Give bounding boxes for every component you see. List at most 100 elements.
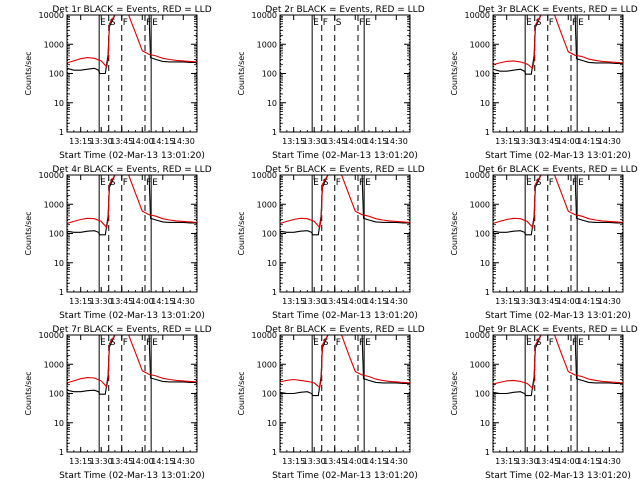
det7-flag-E: E (152, 338, 158, 348)
det2-frame (279, 14, 411, 133)
det3-xtick-label: 13:15 (495, 137, 518, 146)
det8-xtick-label: 13:30 (303, 457, 326, 466)
det9-ytick-label: 1000 (470, 360, 490, 369)
det1-ylabel: Counts/sec (24, 51, 33, 95)
det3-series-group (493, 15, 623, 75)
det4-flag-F: F (123, 178, 128, 188)
det2-flag-S: S (336, 18, 342, 28)
det7-flag-F: F (146, 338, 151, 348)
det6-lld-line (493, 175, 623, 229)
det9-frame (492, 334, 624, 453)
det7-xtick-label: 14:00 (131, 457, 154, 466)
det1-xlabel: Start Time (02-Mar-13 13:01:20) (59, 151, 205, 161)
det9-ytick-label: 1 (485, 448, 490, 457)
det3-ytick-label: 10 (480, 99, 490, 108)
det8-xtick-label: 14:30 (385, 457, 408, 466)
det7-series-group (67, 335, 197, 395)
det4-flag-E: E (100, 178, 106, 188)
det7-ytick-label: 1 (59, 448, 64, 457)
det6-xtick-label: 13:30 (516, 297, 539, 306)
det4-frame (66, 174, 198, 293)
det7-flag-F: F (123, 338, 128, 348)
det2-panel: Det 2r BLACK = Events, RED = LLD Counts/s… (237, 5, 425, 161)
det5-series-group (280, 175, 410, 236)
det3-flag-F: F (549, 18, 554, 28)
det7-lld-line (67, 335, 197, 388)
det6-flag-E: E (526, 178, 532, 188)
det9-flag-E: E (578, 338, 584, 348)
det4-xlabel: Start Time (02-Mar-13 13:01:20) (59, 311, 205, 321)
det5-xtick-label: 13:15 (282, 297, 305, 306)
det4-events-line (67, 175, 197, 236)
det6-xtick-label: 14:30 (598, 297, 621, 306)
det1-xtick-label: 13:15 (69, 137, 92, 146)
det6-title: Det 6r BLACK = Events, RED = LLD (478, 165, 637, 175)
det6-xtick-label: 14:15 (577, 297, 600, 306)
det1-ytick-label: 1000 (44, 40, 64, 49)
det8-flag-S: S (323, 338, 329, 348)
det4-xtick-label: 14:00 (131, 297, 154, 306)
det5-xtick-label: 14:15 (364, 297, 387, 306)
det1-xtick-label: 14:15 (151, 137, 174, 146)
det9-flag-S: S (536, 338, 542, 348)
det4-flag-S: S (110, 178, 116, 188)
det5-ytick-label: 1000 (257, 200, 277, 209)
det4-ytick-label: 100 (49, 230, 64, 239)
det1-xtick-label: 14:00 (131, 137, 154, 146)
det6-ytick-label: 1 (485, 288, 490, 297)
det8-flag-E: E (365, 338, 371, 348)
det5-ytick-label: 1 (272, 288, 277, 297)
det2-xtick-label: 13:30 (303, 137, 326, 146)
det1-ytick-label: 100 (49, 70, 64, 79)
det3-ytick-label: 100 (475, 70, 490, 79)
det2-flag-F: F (359, 18, 364, 28)
det6-flag-F: F (549, 178, 554, 188)
det4-title: Det 4r BLACK = Events, RED = LLD (52, 165, 211, 175)
det7-title: Det 7r BLACK = Events, RED = LLD (52, 325, 211, 335)
det3-title: Det 3r BLACK = Events, RED = LLD (478, 5, 637, 15)
det1-ytick-label: 10 (54, 99, 64, 108)
det2-ylabel: Counts/sec (237, 51, 246, 95)
det1-flag-S: S (110, 18, 116, 28)
det9-flag-F: F (549, 338, 554, 348)
det8-ytick-label: 100 (262, 390, 277, 399)
det9-xtick-label: 13:45 (536, 457, 559, 466)
det5-xlabel: Start Time (02-Mar-13 13:01:20) (272, 311, 418, 321)
det4-ytick-label: 1000 (44, 200, 64, 209)
det5-xtick-label: 13:30 (303, 297, 326, 306)
det3-xtick-label: 14:00 (557, 137, 580, 146)
det7-panel: Det 7r BLACK = Events, RED = LLD Counts/s… (24, 325, 212, 480)
det7-ytick-label: 1000 (44, 360, 64, 369)
det4-flag-E: E (152, 178, 158, 188)
det9-ytick-label: 100 (475, 390, 490, 399)
det5-flag-E: E (313, 178, 319, 188)
det3-ytick-label: 10000 (465, 11, 490, 20)
det6-xtick-label: 13:15 (495, 297, 518, 306)
det3-ylabel: Counts/sec (450, 51, 459, 95)
det9-title: Det 9r BLACK = Events, RED = LLD (478, 325, 637, 335)
det2-ytick-label: 1000 (257, 40, 277, 49)
det7-events-line (67, 335, 197, 395)
det4-ytick-label: 10 (54, 259, 64, 268)
det5-flag-E: E (365, 178, 371, 188)
det4-ytick-label: 1 (59, 288, 64, 297)
det8-ytick-label: 1 (272, 448, 277, 457)
det6-xtick-label: 14:00 (557, 297, 580, 306)
det3-xtick-label: 14:15 (577, 137, 600, 146)
det1-ytick-label: 10000 (39, 11, 64, 20)
det8-ytick-label: 10000 (252, 331, 277, 340)
det8-flag-E: E (313, 338, 319, 348)
det6-ytick-label: 1000 (470, 200, 490, 209)
det2-ytick-label: 10 (267, 99, 277, 108)
det4-xtick-label: 13:45 (110, 297, 133, 306)
det9-flag-E: E (526, 338, 532, 348)
det5-events-line (280, 175, 410, 236)
det1-series-group (67, 15, 197, 75)
det8-flag-F: F (336, 338, 341, 348)
det7-ytick-label: 10 (54, 419, 64, 428)
det7-ytick-label: 10000 (39, 331, 64, 340)
det2-ytick-label: 100 (262, 70, 277, 79)
det4-xtick-label: 13:30 (90, 297, 113, 306)
det2-ytick-label: 10000 (252, 11, 277, 20)
